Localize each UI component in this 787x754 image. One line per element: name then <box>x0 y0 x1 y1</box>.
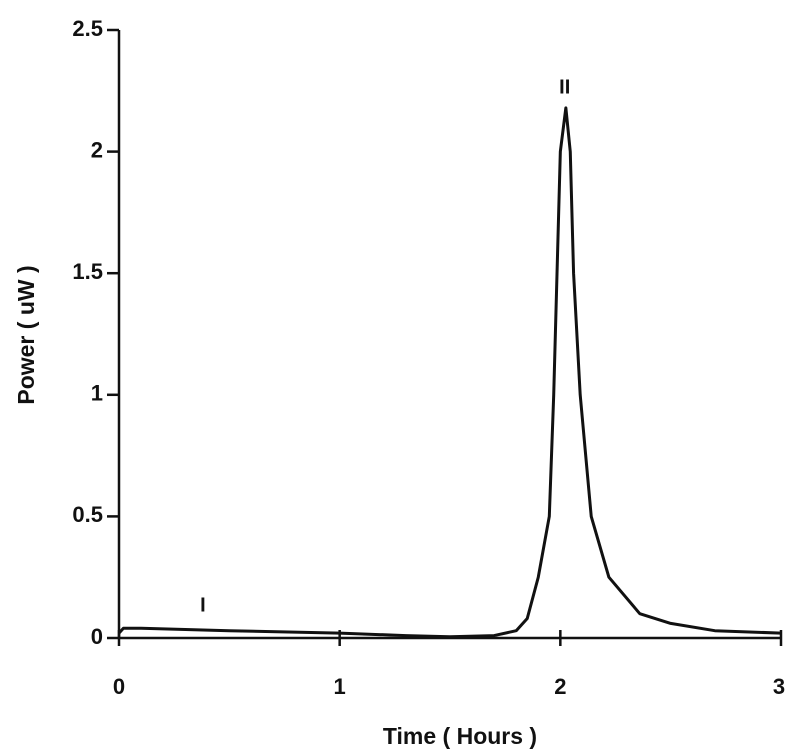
x-tick-label: 2 <box>554 674 566 699</box>
y-tick-label: 2.5 <box>72 16 103 41</box>
annotation: I <box>200 595 206 617</box>
y-axis-title: Power ( uW ) <box>13 265 39 404</box>
x-tick-label: 3 <box>773 674 785 699</box>
y-tick-label: 1.5 <box>72 259 103 284</box>
y-tick-label: 0 <box>91 624 103 649</box>
y-tick-label: 0.5 <box>72 502 103 527</box>
data-line <box>117 106 782 639</box>
x-tick-label: 0 <box>113 674 125 699</box>
x-tick-label: 1 <box>334 674 346 699</box>
x-axis-title: Time ( Hours ) <box>383 723 537 749</box>
y-tick-label: 2 <box>91 137 103 162</box>
y-tick-label: 1 <box>91 381 103 406</box>
annotation: II <box>559 77 570 99</box>
